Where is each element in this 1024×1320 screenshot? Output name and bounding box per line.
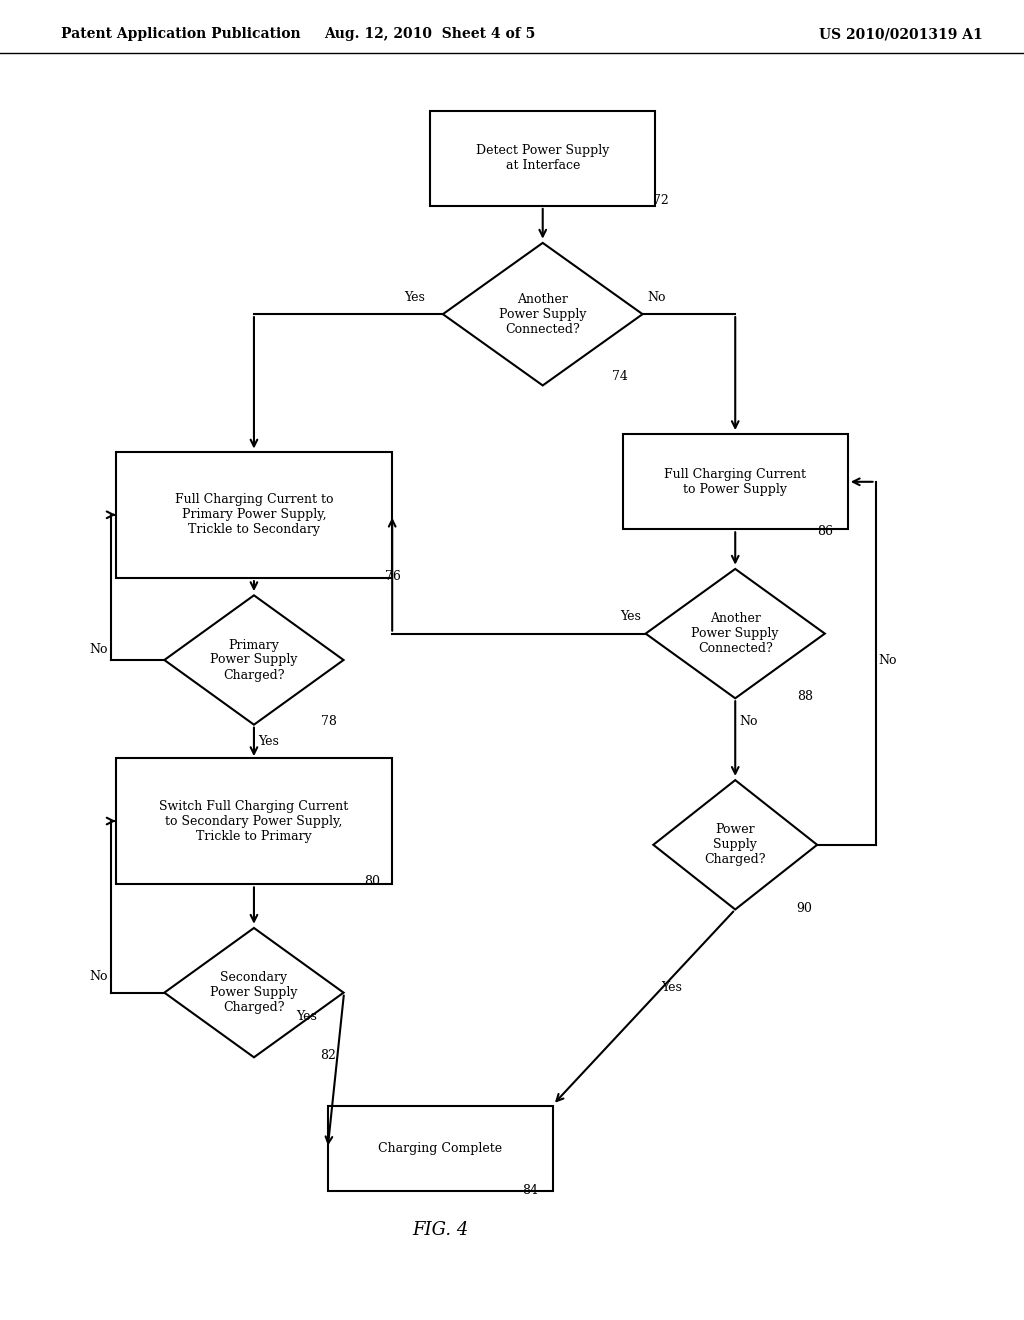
Text: 84: 84 [522, 1184, 539, 1197]
Text: 76: 76 [385, 570, 401, 583]
Polygon shape [164, 595, 344, 725]
Polygon shape [653, 780, 817, 909]
Text: 74: 74 [612, 370, 629, 383]
Text: 72: 72 [653, 194, 669, 207]
Text: Full Charging Current to
Primary Power Supply,
Trickle to Secondary: Full Charging Current to Primary Power S… [175, 494, 333, 536]
Text: 90: 90 [797, 902, 813, 915]
Text: Another
Power Supply
Connected?: Another Power Supply Connected? [691, 612, 779, 655]
Text: Power
Supply
Charged?: Power Supply Charged? [705, 824, 766, 866]
FancyBboxPatch shape [328, 1106, 553, 1191]
Text: Yes: Yes [662, 981, 682, 994]
FancyBboxPatch shape [430, 111, 655, 206]
Text: Detect Power Supply
at Interface: Detect Power Supply at Interface [476, 144, 609, 173]
Text: 78: 78 [321, 715, 337, 729]
Text: Yes: Yes [297, 1010, 317, 1023]
FancyBboxPatch shape [116, 758, 392, 884]
Text: Full Charging Current
to Power Supply: Full Charging Current to Power Supply [665, 467, 806, 496]
Text: Yes: Yes [621, 610, 641, 623]
Text: Secondary
Power Supply
Charged?: Secondary Power Supply Charged? [210, 972, 298, 1014]
Polygon shape [645, 569, 825, 698]
Text: Charging Complete: Charging Complete [378, 1142, 503, 1155]
Text: Aug. 12, 2010  Sheet 4 of 5: Aug. 12, 2010 Sheet 4 of 5 [325, 28, 536, 41]
Polygon shape [164, 928, 344, 1057]
Text: FIG. 4: FIG. 4 [412, 1221, 469, 1239]
Text: Yes: Yes [404, 290, 425, 304]
Text: Patent Application Publication: Patent Application Publication [61, 28, 301, 41]
Text: 86: 86 [817, 525, 834, 539]
Text: Switch Full Charging Current
to Secondary Power Supply,
Trickle to Primary: Switch Full Charging Current to Secondar… [160, 800, 348, 842]
Text: Yes: Yes [258, 735, 279, 748]
Text: Primary
Power Supply
Charged?: Primary Power Supply Charged? [210, 639, 298, 681]
Text: No: No [89, 643, 108, 656]
Text: No: No [89, 970, 108, 983]
Text: No: No [647, 290, 666, 304]
Text: No: No [739, 715, 758, 729]
Text: Another
Power Supply
Connected?: Another Power Supply Connected? [499, 293, 587, 335]
Text: US 2010/0201319 A1: US 2010/0201319 A1 [819, 28, 983, 41]
Text: 80: 80 [365, 875, 381, 888]
FancyBboxPatch shape [116, 451, 392, 578]
Polygon shape [442, 243, 643, 385]
FancyBboxPatch shape [623, 434, 848, 529]
Text: 82: 82 [321, 1049, 337, 1063]
Text: 88: 88 [797, 690, 813, 704]
Text: No: No [879, 653, 897, 667]
